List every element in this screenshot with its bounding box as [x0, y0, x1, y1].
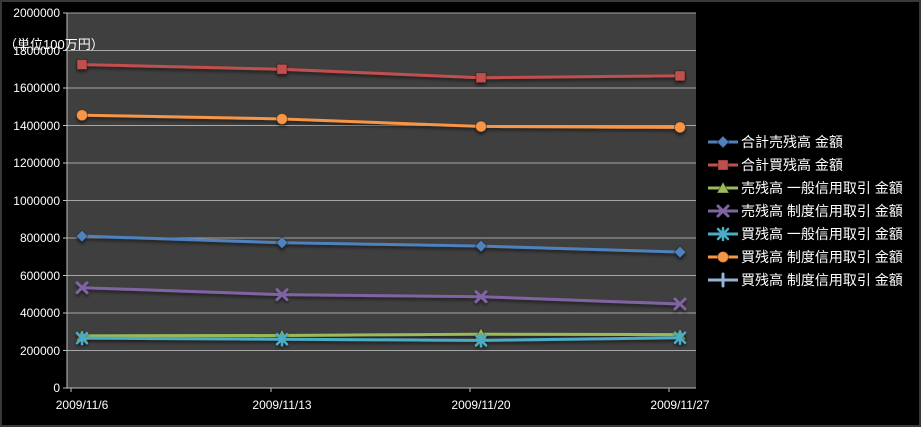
x-tick-label: 2009/11/13	[252, 398, 312, 412]
y-tick-label: 800000	[19, 231, 60, 245]
x-tick-label: 2009/11/27	[650, 398, 710, 412]
y-tick-label: 1400000	[13, 118, 60, 133]
circle-marker-icon	[708, 250, 738, 263]
y-tick-label: 0	[53, 381, 60, 395]
y-tick-label: 2000000	[13, 6, 60, 20]
triangle-marker-icon	[708, 180, 738, 193]
y-tick-label: 600000	[19, 268, 60, 283]
legend: 合計売残高 金額 合計買残高 金額売残高 一般信用取引 金額 売残高 制度信用取引 …	[708, 130, 903, 291]
series-line[interactable]	[76, 109, 686, 134]
series-line[interactable]	[76, 59, 686, 84]
asterisk-marker-icon	[708, 226, 738, 241]
plus-marker-icon	[708, 272, 738, 287]
series-line[interactable]	[75, 229, 687, 259]
legend-item-3[interactable]: 売残高 制度信用取引 金額	[708, 199, 903, 222]
legend-item-1[interactable]: 合計買残高 金額	[708, 153, 903, 176]
x-marker-icon	[708, 204, 738, 217]
diamond-marker-icon	[708, 134, 738, 149]
legend-item-2[interactable]: 売残高 一般信用取引 金額	[708, 176, 903, 199]
y-tick-label: 400000	[19, 306, 60, 320]
legend-label: 買残高 制度信用取引 金額	[741, 248, 903, 265]
legend-label: 合計売残高 金額	[741, 133, 843, 150]
legend-label: 合計買残高 金額	[741, 156, 843, 173]
legend-label: 買残高 制度信用取引 金額	[741, 271, 903, 288]
legend-item-0[interactable]: 合計売残高 金額	[708, 130, 903, 153]
legend-label: 買残高 一般信用取引 金額	[741, 225, 903, 242]
y-tick-label: 1800000	[13, 43, 60, 58]
y-tick-label: 200000	[19, 343, 60, 358]
x-tick-label: 2009/11/20	[451, 398, 511, 412]
y-tick-label: 1600000	[13, 81, 60, 95]
legend-item-5[interactable]: 買残高 制度信用取引 金額	[708, 245, 903, 268]
square-marker-icon	[708, 159, 738, 170]
legend-item-4[interactable]: 買残高 一般信用取引 金額	[708, 222, 903, 245]
y-tick-label: 1000000	[13, 193, 60, 208]
y-axis-unit-label: （単位100万円）	[4, 37, 104, 52]
y-tick-label: 1200000	[13, 156, 60, 170]
x-tick-label: 2009/11/6	[55, 398, 109, 412]
series-line[interactable]	[75, 330, 687, 348]
legend-label: 売残高 一般信用取引 金額	[741, 179, 903, 196]
series-line[interactable]	[75, 281, 687, 311]
legend-label: 売残高 制度信用取引 金額	[741, 202, 903, 219]
legend-item-6[interactable]: 買残高 制度信用取引 金額	[708, 268, 903, 291]
